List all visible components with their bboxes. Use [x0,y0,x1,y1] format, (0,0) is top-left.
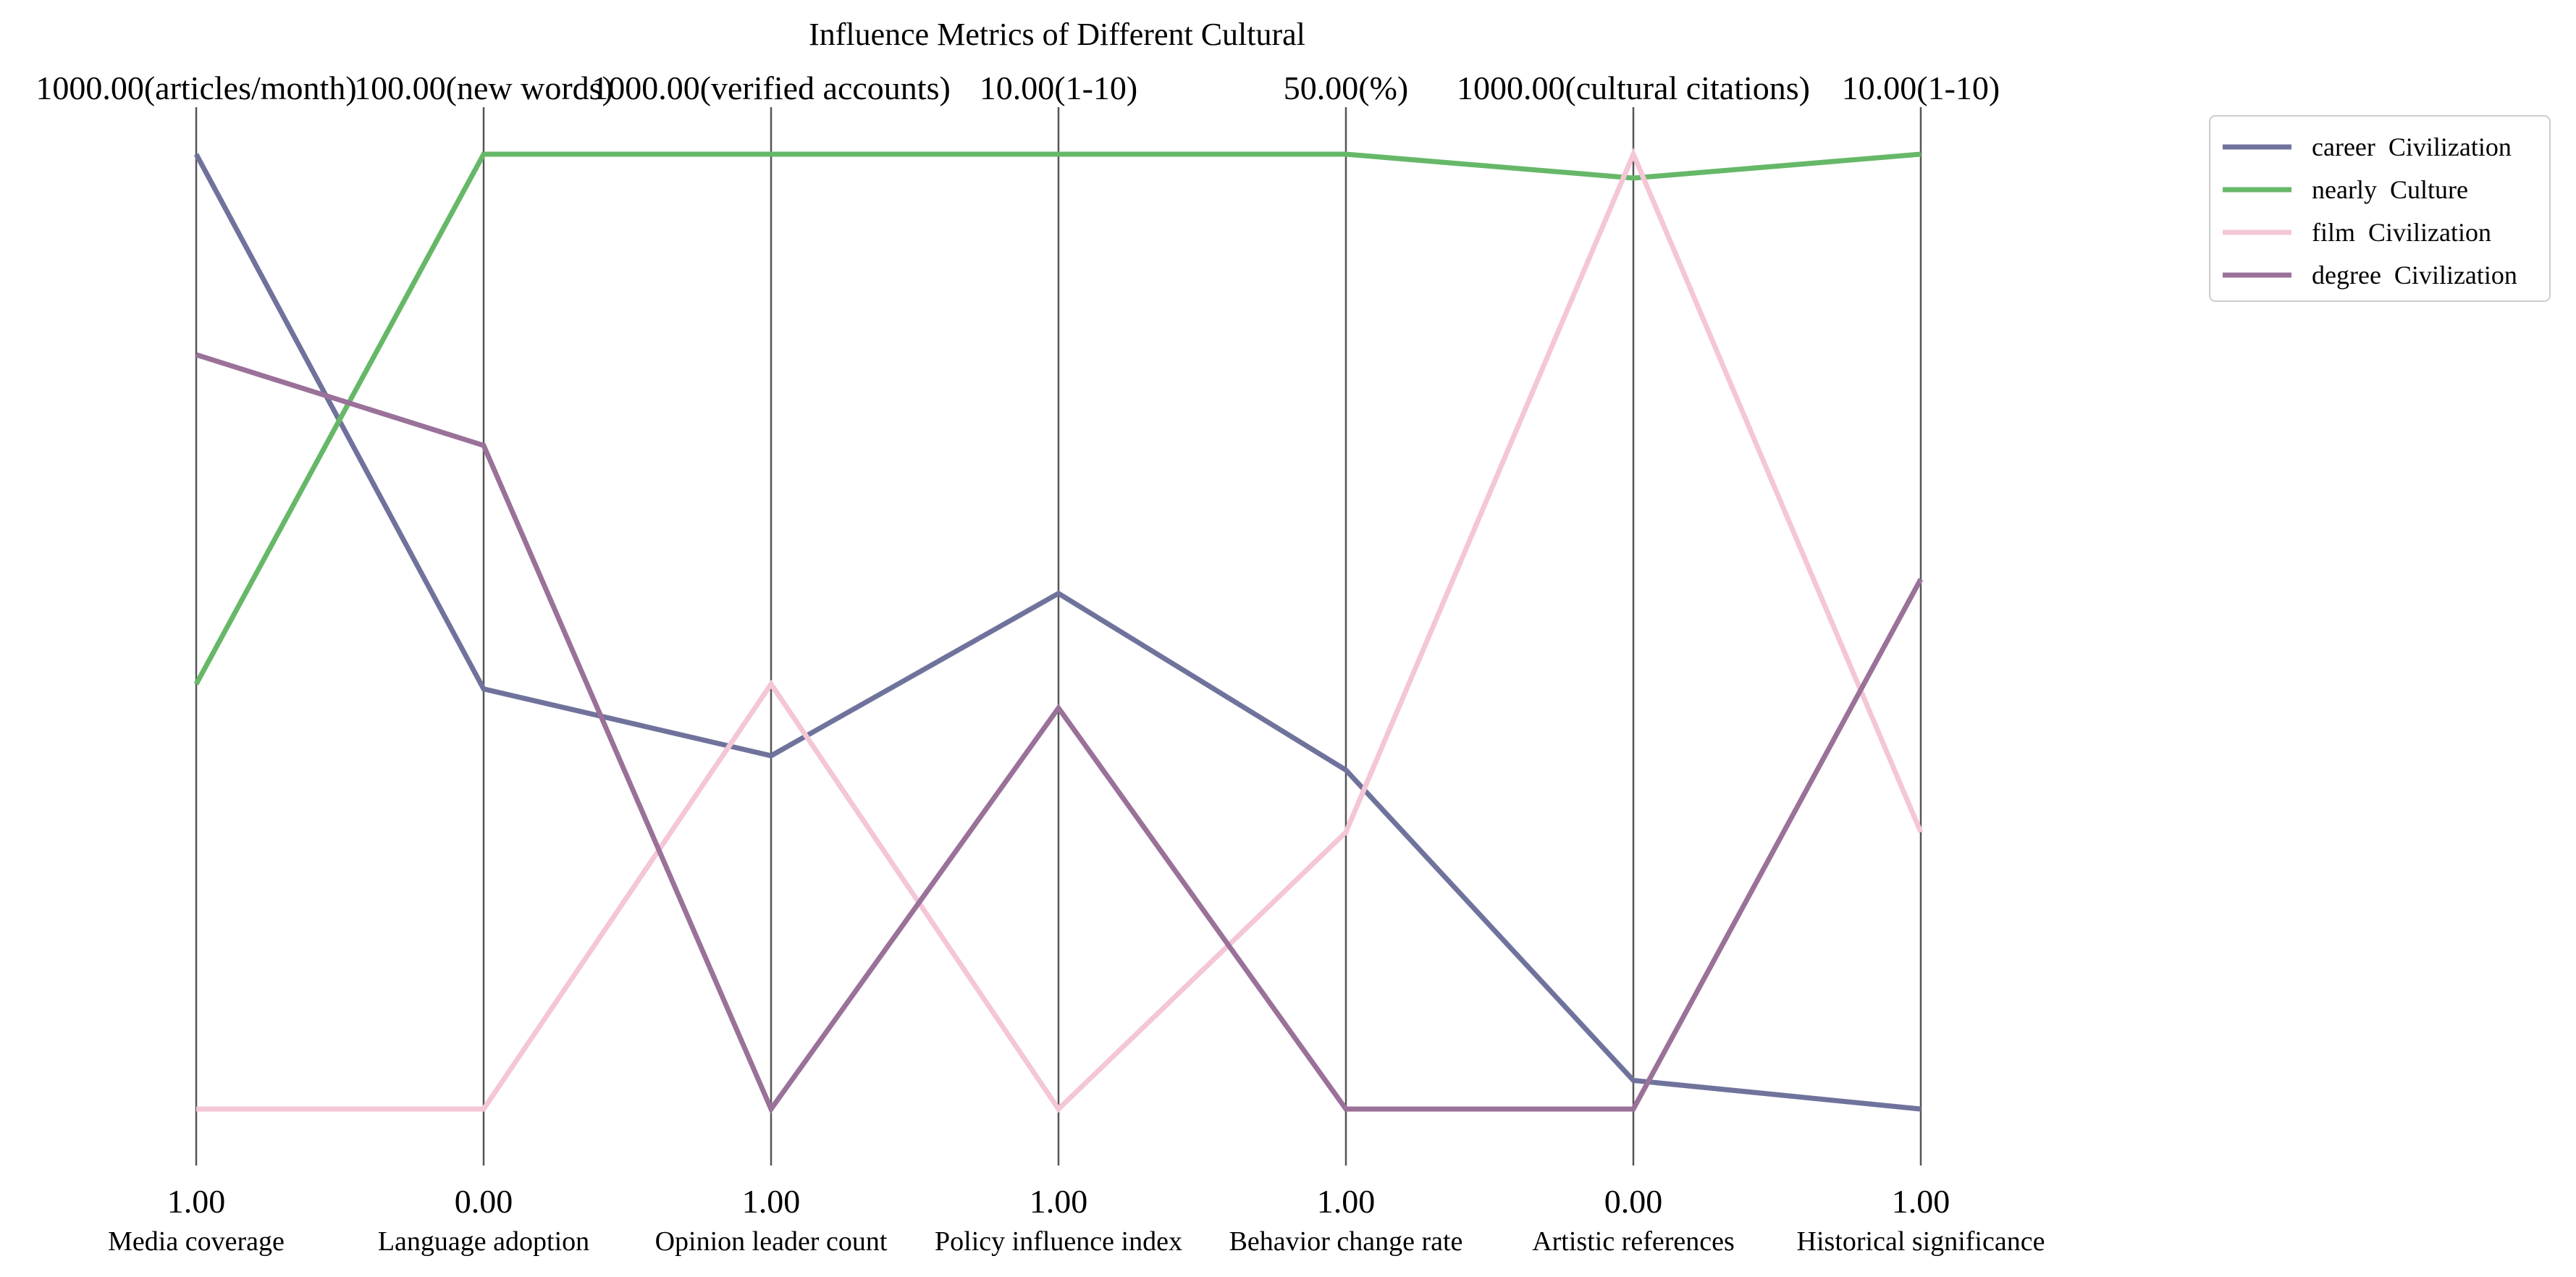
axis-max-label: 1000.00(verified accounts) [592,69,951,106]
axis-min-label: 0.00 [455,1183,513,1220]
legend-label: degree Civilization [2312,261,2517,290]
axis-name-label: Language adoption [378,1226,589,1257]
axis-name-label: Artistic references [1532,1226,1735,1257]
axis-max-label: 1000.00(cultural citations) [1457,69,1810,106]
axis-4: 10.00(1-10) 1.00 Policy influence index [935,69,1182,1257]
axis-2: 100.00(new words) 0.00 Language adoption [354,69,613,1257]
axes-layer: 1000.00(articles/month) 1.00 Media coverag… [35,69,2045,1257]
series-layer [193,148,1924,1115]
axis-1: 1000.00(articles/month) 1.00 Media coverag… [35,69,356,1257]
legend-frame [2209,115,2551,302]
legend-entry-3: film Civilization [2223,218,2491,247]
legend-entry-1: career Civilization [2223,132,2512,161]
axis-min-label: 1.00 [1030,1183,1088,1220]
axis-min-label: 1.00 [1317,1183,1376,1220]
axis-max-label: 100.00(new words) [354,69,613,106]
axis-min-label: 1.00 [742,1183,801,1220]
chart-title: Influence Metrics of Different Cultural [809,17,1305,52]
axis-name-label: Policy influence index [935,1226,1182,1257]
series-line-2 [193,151,1922,686]
axis-5: 50.00(%) 1.00 Behavior change rate [1229,69,1463,1257]
series-line-1 [193,153,1922,1112]
legend-entry-2: nearly Culture [2223,175,2468,204]
legend-label: career Civilization [2312,132,2512,161]
legend-label: nearly Culture [2312,175,2468,204]
legend: career Civilization nearly Culture film Ci… [2209,115,2551,302]
axis-min-label: 0.00 [1604,1183,1663,1220]
axis-3: 1000.00(verified accounts) 1.00 Opinion le… [592,69,951,1257]
series-line-3 [196,148,1924,1113]
axis-7: 10.00(1-10) 1.00 Historical significance [1797,69,2045,1257]
axis-min-label: 1.00 [167,1183,226,1220]
axis-min-label: 1.00 [1892,1183,1950,1220]
axis-max-label: 10.00(1-10) [1842,69,2000,106]
axis-max-label: 50.00(%) [1284,69,1408,106]
series-line-4 [195,352,1924,1115]
legend-label: film Civilization [2312,218,2491,247]
axis-name-label: Opinion leader count [655,1226,888,1257]
axis-max-label: 10.00(1-10) [980,69,1137,106]
axis-6: 1000.00(cultural citations) 0.00 Artistic … [1457,69,1810,1257]
axis-name-label: Behavior change rate [1229,1226,1463,1257]
axis-name-label: Historical significance [1797,1226,2045,1257]
legend-entry-4: degree Civilization [2223,261,2517,290]
axis-name-label: Media coverage [108,1226,285,1257]
axis-max-label: 1000.00(articles/month) [35,69,356,106]
